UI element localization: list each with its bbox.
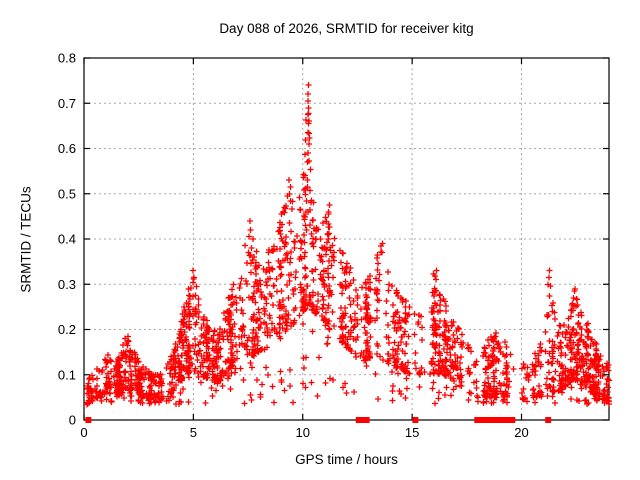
scatter-points bbox=[84, 82, 612, 408]
x-axis-label: GPS time / hours bbox=[295, 452, 398, 467]
y-tick-label: 0.1 bbox=[58, 367, 76, 382]
x-tick-label: 15 bbox=[405, 425, 419, 440]
y-tick-label: 0.2 bbox=[58, 322, 76, 337]
flag-squares bbox=[85, 417, 552, 423]
y-tick-label: 0.3 bbox=[58, 277, 76, 292]
y-tick-label: 0.7 bbox=[58, 96, 76, 111]
chart-title: Day 088 of 2026, SRMTID for receiver kit… bbox=[219, 21, 474, 36]
x-tick-label: 10 bbox=[296, 425, 310, 440]
y-tick-label: 0.5 bbox=[58, 186, 76, 201]
y-tick-label: 0.4 bbox=[58, 232, 76, 247]
x-tick-label: 20 bbox=[514, 425, 528, 440]
y-tick-label: 0 bbox=[69, 413, 76, 428]
y-tick-label: 0.6 bbox=[58, 141, 76, 156]
y-tick-label: 0.8 bbox=[58, 51, 76, 66]
x-tick-label: 0 bbox=[80, 425, 87, 440]
x-tick-label: 5 bbox=[190, 425, 197, 440]
